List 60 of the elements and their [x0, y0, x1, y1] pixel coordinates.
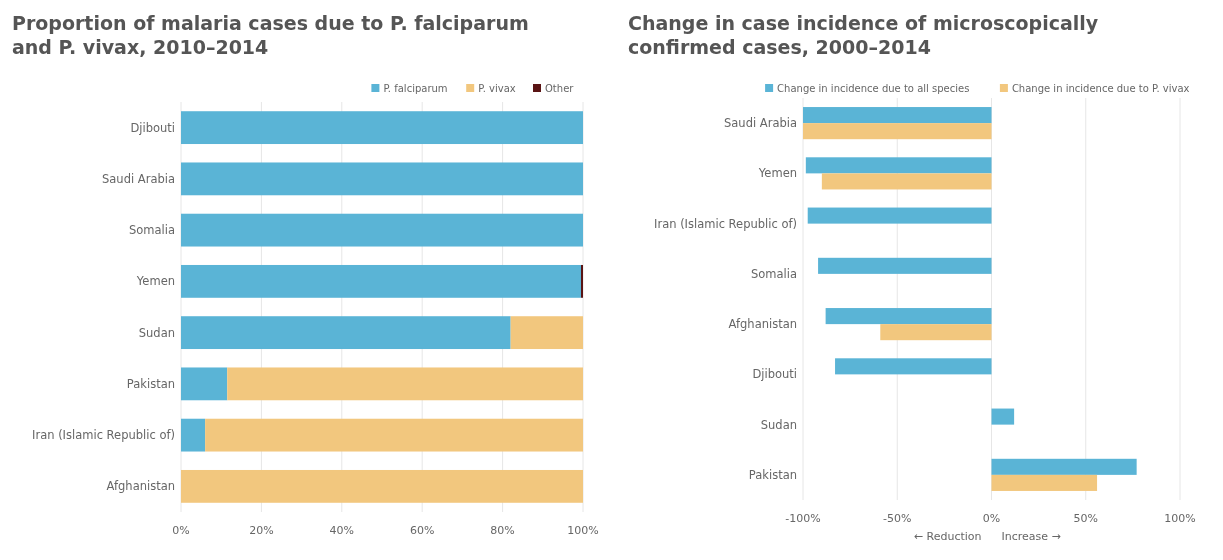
x-tick-label: 40% — [329, 524, 355, 537]
x-tick-label: 60% — [409, 524, 435, 537]
bar — [821, 173, 992, 190]
legend-label: P. falciparum — [383, 83, 448, 94]
bar — [181, 367, 228, 401]
x-tick-label: 50% — [1073, 512, 1098, 525]
bar — [227, 367, 583, 401]
x-tick-label: -100% — [785, 512, 821, 525]
y-tick-label: Iran (Islamic Republic of) — [654, 216, 797, 231]
x-tick-label: 0% — [172, 524, 190, 537]
bar — [807, 207, 992, 224]
y-tick-label: Saudi Arabia — [102, 171, 175, 186]
bar — [880, 324, 992, 341]
x-tick-label: -50% — [883, 512, 912, 525]
bar — [991, 458, 1137, 475]
y-tick-label: Sudan — [760, 417, 797, 432]
chart-title: Change in case incidence of microscopically confirmed cases, 2000–2014 — [628, 12, 1099, 58]
x-tick-label: 80% — [490, 524, 515, 537]
bar — [181, 213, 583, 247]
y-tick-label: Yemen — [135, 274, 175, 289]
y-tick-label: Saudi Arabia — [724, 116, 797, 131]
legend-label: Change in incidence due to all species — [777, 83, 970, 94]
y-tick-label: Yemen — [757, 166, 797, 181]
y-tick-label: Pakistan — [748, 467, 797, 482]
bar — [181, 316, 511, 350]
y-tick-label: Djibouti — [752, 367, 797, 382]
y-tick-label: Sudan — [138, 325, 175, 340]
bar — [181, 264, 581, 298]
y-tick-label: Pakistan — [126, 376, 175, 391]
bar — [510, 316, 583, 350]
bar — [803, 123, 992, 140]
y-tick-label: Somalia — [128, 223, 175, 238]
legend-label: Other — [545, 83, 575, 94]
bar — [580, 264, 583, 298]
chart-title: Proportion of malaria cases due to P. falciparum and P. vivax, 2010–2014 — [12, 12, 529, 58]
x-tick-label: 20% — [249, 524, 274, 537]
bar — [805, 157, 992, 174]
x-tick-label: 0% — [982, 512, 1001, 525]
text: Increase → — [1001, 530, 1061, 543]
bar — [991, 408, 1015, 425]
bar — [181, 469, 583, 503]
bar — [205, 418, 583, 452]
y-tick-label: Afghanistan — [106, 479, 175, 494]
x-tick-label: 100% — [1164, 512, 1196, 525]
bar — [181, 162, 583, 196]
legend-label: Change in incidence due to P. vivax — [1011, 83, 1190, 94]
bar — [803, 107, 992, 124]
x-tick-label: 100% — [567, 524, 599, 537]
bar — [991, 474, 1098, 491]
bar — [825, 308, 992, 325]
legend-label: P. vivax — [478, 83, 516, 94]
text: ← Reduction — [913, 530, 982, 543]
y-tick-label: Djibouti — [130, 120, 175, 135]
bar — [818, 257, 992, 274]
y-tick-label: Somalia — [750, 266, 797, 281]
bar — [181, 418, 206, 452]
bar — [181, 111, 583, 145]
y-tick-label: Afghanistan — [728, 317, 797, 332]
bar — [835, 358, 992, 375]
y-tick-label: Iran (Islamic Republic of) — [32, 428, 175, 443]
